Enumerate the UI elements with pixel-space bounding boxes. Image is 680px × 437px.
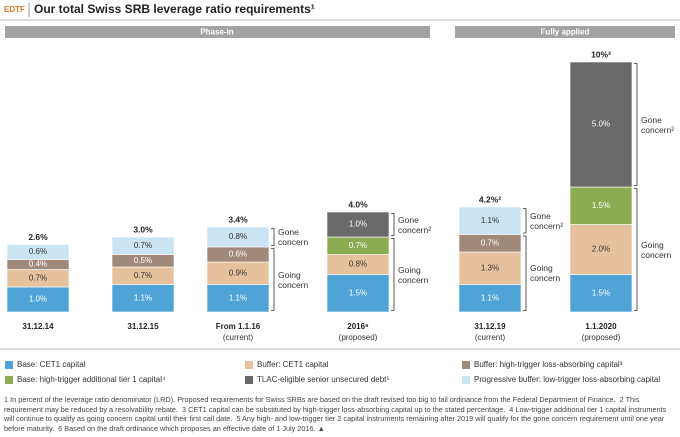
phase-label: Fully applied: [541, 28, 590, 37]
legend-label: Buffer: CET1 capital: [257, 360, 329, 369]
bar-segment: [458, 284, 522, 313]
footnote: 5 Any high- and low-trigger tier 2 capit…: [4, 414, 665, 433]
value-label: 1.1%: [134, 293, 152, 302]
concern-label: Gone concern²: [641, 114, 675, 135]
total-label: 10%²: [591, 49, 611, 59]
value-label: 2.0%: [592, 245, 610, 254]
x-tick-label: 2016⁶: [347, 322, 369, 331]
concern-label: Going concern: [530, 263, 561, 284]
bracket: [634, 63, 638, 186]
bracket: [391, 213, 395, 236]
value-label: 0.7%: [134, 241, 152, 250]
concern-label: Gone concern: [278, 227, 309, 247]
footnote: 1 In percent of the leverage ratio denom…: [4, 395, 616, 404]
value-label: 1.0%: [29, 295, 47, 304]
legend-swatch: [245, 376, 253, 384]
value-label: 1.1%: [481, 293, 499, 302]
phase-label: Phase-in: [200, 28, 233, 37]
chart-title: Our total Swiss SRB leverage ratio requi…: [34, 2, 315, 16]
concern-label: Going concern: [641, 239, 672, 260]
footnote: 6 Based on the draft ordinance which pro…: [58, 423, 325, 433]
bar-segment: [569, 224, 633, 275]
value-label: 1.5%: [592, 288, 610, 297]
concern-label: Going concern: [278, 269, 309, 290]
value-label: 5.0%: [592, 120, 610, 129]
bar-segment: [206, 226, 270, 248]
legend-label: Base: high-trigger additional tier 1 cap…: [17, 375, 166, 384]
value-label: 0.9%: [229, 268, 247, 277]
x-tick-note: (current): [223, 333, 254, 342]
tag: EDTF: [4, 5, 25, 14]
value-label: 0.7%: [29, 273, 47, 282]
bar-segment: [569, 274, 633, 313]
x-tick-label: 31.12.19: [474, 322, 506, 331]
footnotes: 1 In percent of the leverage ratio denom…: [4, 395, 676, 433]
value-label: 0.5%: [134, 256, 152, 265]
total-label: 4.0%: [348, 199, 368, 209]
total-label: 3.4%: [228, 214, 248, 224]
bar-segment: [111, 236, 175, 255]
bracket: [523, 235, 527, 311]
footnote: 3 CET1 capital can be substituted by hig…: [182, 404, 506, 414]
value-label: 1.1%: [481, 216, 499, 225]
x-tick-note: (current): [475, 333, 506, 342]
legend-swatch: [462, 376, 470, 384]
x-tick-label: 31.12.14: [22, 322, 54, 331]
value-label: 0.7%: [481, 238, 499, 247]
concern-label: Gone concern²: [398, 214, 432, 235]
phase-band: [455, 26, 675, 38]
value-label: 0.8%: [349, 260, 367, 269]
legend-label: Base: CET1 capital: [17, 360, 86, 369]
value-label: 1.5%: [592, 201, 610, 210]
value-label: 0.7%: [349, 241, 367, 250]
value-label: 1.5%: [349, 288, 367, 297]
bracket: [523, 208, 527, 234]
x-tick-label: 31.12.15: [127, 322, 159, 331]
bracket: [634, 188, 638, 311]
x-tick-note: (proposed): [582, 333, 621, 342]
value-label: 1.0%: [349, 220, 367, 229]
bracket: [271, 228, 275, 246]
value-label: 0.6%: [229, 250, 247, 259]
total-label: 4.2%²: [479, 194, 501, 204]
footnote: 2 This requirement may be reduced by a r…: [4, 395, 640, 414]
footnote: 4 Low-trigger additional tier 1 capital …: [4, 404, 667, 424]
value-label: 1.1%: [229, 293, 247, 302]
value-label: 0.6%: [29, 247, 47, 256]
bar-segment: [326, 211, 390, 238]
total-label: 2.6%: [28, 232, 48, 242]
legend-swatch: [462, 361, 470, 369]
bar-segment: [206, 284, 270, 313]
concern-label: Gone concern²: [530, 210, 564, 231]
bar-segment: [458, 251, 522, 285]
phase-band: [5, 26, 430, 38]
legend-swatch: [245, 361, 253, 369]
value-label: 0.8%: [229, 232, 247, 241]
x-tick-label: 1.1.2020: [585, 322, 617, 331]
x-tick-label: From 1.1.16: [216, 322, 261, 331]
bracket: [271, 248, 275, 311]
bar-segment: [111, 284, 175, 313]
legend-label: TLAC-eligible senior unsecured debt⁵: [257, 375, 390, 384]
x-tick-note: (proposed): [339, 333, 378, 342]
legend-label: Buffer: high-trigger loss-absorbing capi…: [474, 360, 623, 369]
bar-segment: [6, 244, 70, 260]
bar-segment: [569, 61, 633, 188]
chart: EDTF Our total Swiss SRB leverage ratio …: [0, 2, 680, 384]
legend-swatch: [5, 361, 13, 369]
total-label: 3.0%: [133, 224, 153, 234]
value-label: 0.4%: [29, 260, 47, 269]
value-label: 0.7%: [134, 271, 152, 280]
value-label: 1.3%: [481, 263, 499, 272]
bar-segment: [458, 206, 522, 235]
legend-label: Progressive buffer: low-trigger loss-abs…: [474, 375, 660, 384]
concern-label: Going concern: [398, 264, 429, 285]
bracket: [391, 238, 395, 311]
bar-segment: [569, 186, 633, 225]
legend-swatch: [5, 376, 13, 384]
bar-segment: [326, 274, 390, 313]
